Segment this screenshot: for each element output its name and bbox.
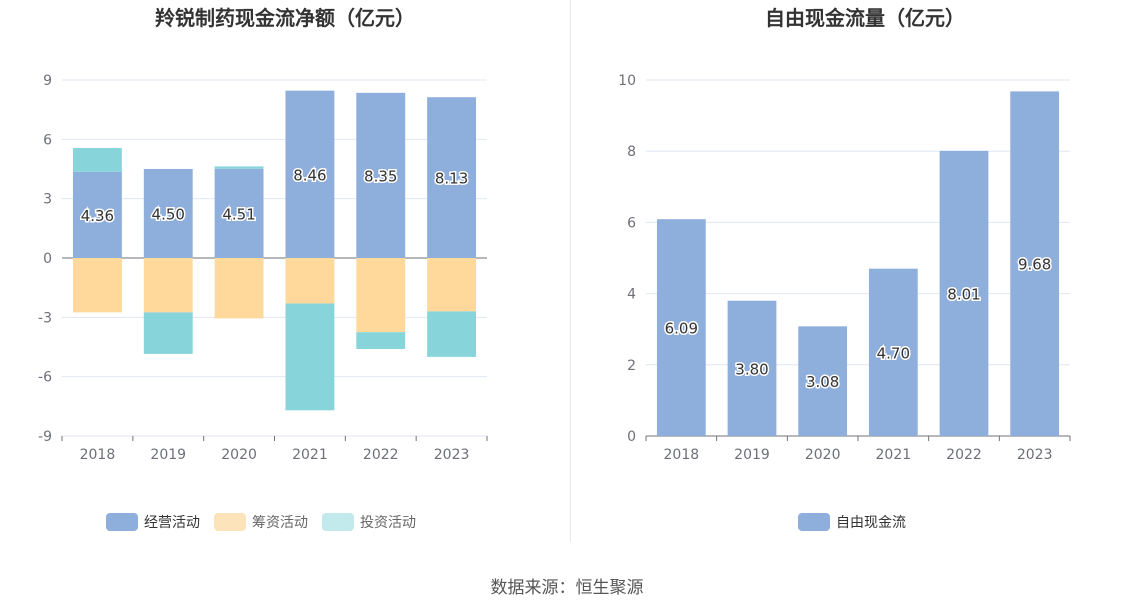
fcf-xtick-label: 2019 [734, 447, 770, 463]
cashflow-xtick-label: 2021 [292, 447, 328, 463]
cashflow-xtick-label: 2023 [434, 447, 470, 463]
fcf-ytick-label: 10 [618, 73, 636, 89]
fcf-xtick-label: 2021 [876, 447, 912, 463]
fcf-xtick-label: 2023 [1017, 447, 1053, 463]
fcf-xtick-label: 2022 [946, 447, 982, 463]
cashflow-ytick-label: -9 [38, 429, 52, 445]
legend-swatch-operating [106, 513, 138, 531]
legend-left: 经营活动 筹资活动 投资活动 [106, 511, 430, 533]
legend-label-operating: 经营活动 [144, 515, 200, 531]
cashflow-xtick-label: 2020 [221, 447, 257, 463]
cashflow-bar-1-2023 [427, 97, 477, 258]
legend-label-financing: 筹资活动 [252, 515, 308, 531]
cashflow-ytick-label: -3 [38, 310, 52, 326]
cashflow-ytick-label: 3 [43, 192, 52, 208]
fcf-ytick-label: 8 [627, 144, 636, 160]
cashflow-bar-1-2021 [285, 90, 335, 259]
cashflow-bar-1-2018 [72, 171, 122, 258]
cashflow-bar-2-2018 [72, 258, 122, 313]
legend-item-investing[interactable]: 投资活动 [322, 512, 416, 532]
chart-title-left: 羚锐制药现金流净额（亿元） [155, 6, 415, 30]
cashflow-bar-2-2023 [427, 258, 477, 312]
panel-divider [570, 0, 571, 542]
cashflow-bar-3-2020 [214, 166, 264, 169]
cashflow-bar-1-2020 [214, 168, 264, 258]
cashflow-bar-3-2021 [285, 303, 335, 411]
fcf-bar-1-2021 [868, 268, 918, 436]
fcf-bar-1-2023 [1010, 91, 1060, 436]
legend-swatch-free-cash-flow [798, 513, 830, 531]
cashflow-bar-2-2022 [356, 258, 406, 333]
cashflow-bar-3-2023 [427, 311, 477, 357]
legend-item-free-cash-flow[interactable]: 自由现金流 [798, 512, 906, 532]
cashflow-bar-1-2022 [356, 92, 406, 258]
cashflow-bar-3-2022 [356, 332, 406, 349]
cashflow-bar-2-2021 [285, 258, 335, 304]
fcf-data-label-2021: 4.70 [877, 344, 910, 362]
legend-swatch-investing [322, 513, 354, 531]
cashflow-bar-2-2019 [143, 258, 193, 313]
cashflow-bar-3-2019 [143, 312, 193, 354]
fcf-data-label-2018: 6.09 [665, 320, 698, 338]
fcf-ytick-label: 6 [627, 215, 636, 231]
cashflow-data-label-2019: 4.50 [152, 206, 185, 224]
cashflow-data-label-2020: 4.51 [222, 205, 255, 223]
fcf-data-label-2019: 3.80 [735, 360, 768, 378]
legend-label-investing: 投资活动 [360, 515, 416, 531]
fcf-ytick-label: 2 [627, 358, 636, 374]
legend-right: 自由现金流 [798, 511, 920, 533]
fcf-bar-1-2019 [727, 300, 777, 436]
cashflow-xtick-label: 2022 [363, 447, 399, 463]
fcf-xtick-label: 2018 [664, 447, 700, 463]
fcf-ytick-label: 0 [627, 429, 636, 445]
legend-label-free-cash-flow: 自由现金流 [836, 515, 906, 531]
cashflow-data-label-2022: 8.35 [364, 167, 397, 185]
fcf-data-label-2023: 9.68 [1018, 256, 1051, 274]
fcf-bar-1-2022 [939, 150, 989, 436]
legend-item-financing[interactable]: 筹资活动 [214, 512, 308, 532]
cashflow-xtick-label: 2018 [80, 447, 116, 463]
legend-swatch-financing [214, 513, 246, 531]
chart-title-right: 自由现金流量（亿元） [765, 6, 965, 30]
cashflow-ytick-label: 6 [43, 132, 52, 148]
fcf-data-label-2020: 3.08 [806, 373, 839, 391]
cashflow-data-label-2021: 8.46 [293, 166, 326, 184]
cashflow-xtick-label: 2019 [150, 447, 186, 463]
cashflow-bar-1-2019 [143, 169, 193, 258]
cashflow-ytick-label: 0 [43, 251, 52, 267]
fcf-data-label-2022: 8.01 [947, 285, 980, 303]
fcf-bar-1-2018 [656, 219, 706, 436]
cashflow-bar-3-2018 [72, 148, 122, 172]
cashflow-data-label-2023: 8.13 [435, 170, 468, 188]
cashflow-ytick-label: 9 [43, 73, 52, 89]
fcf-bar-1-2020 [798, 326, 848, 436]
cashflow-bar-2-2020 [214, 258, 264, 319]
cashflow-data-label-2018: 4.36 [81, 207, 114, 225]
fcf-xtick-label: 2020 [805, 447, 841, 463]
data-source: 数据来源：恒生聚源 [490, 578, 644, 598]
fcf-ytick-label: 4 [627, 287, 636, 303]
legend-item-operating[interactable]: 经营活动 [106, 512, 200, 532]
cashflow-ytick-label: -6 [38, 370, 52, 386]
